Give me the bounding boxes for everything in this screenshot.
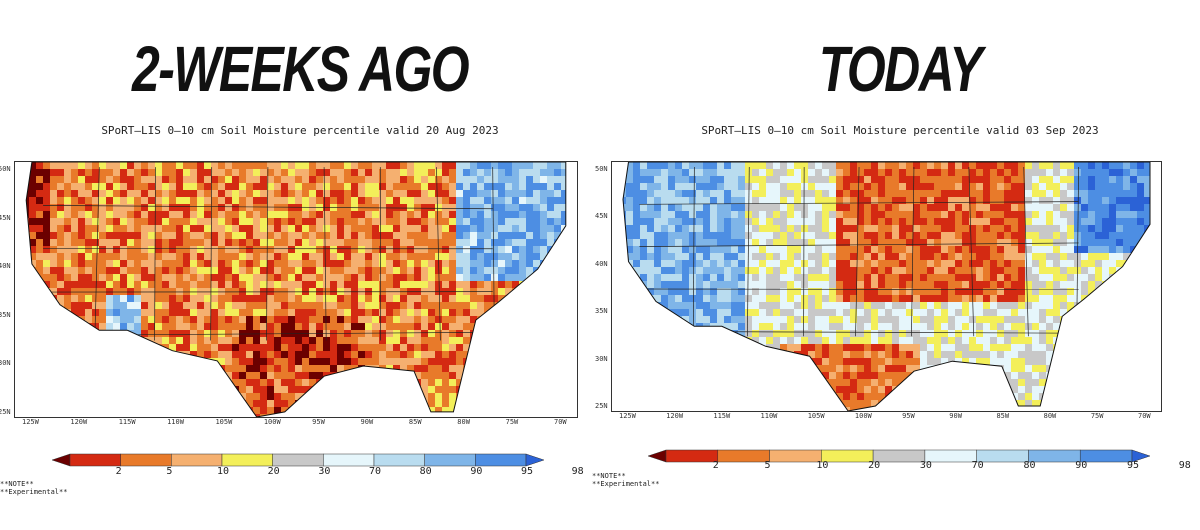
panel-two-weeks-ago: 2-WEEKS AGO SPoRT—LIS 0—10 cm Soil Moist… bbox=[0, 33, 584, 496]
colorbar-swatch bbox=[648, 449, 667, 463]
lon-label: 85W bbox=[996, 412, 1010, 420]
lon-label: 75W bbox=[1090, 412, 1104, 420]
colorbar-label: 98 bbox=[571, 466, 584, 477]
lat-label: 30N bbox=[0, 359, 11, 368]
lon-label: 100W bbox=[854, 412, 872, 420]
lon-label: 90W bbox=[949, 412, 962, 420]
colorbar-label: 10 bbox=[217, 466, 230, 477]
lon-label: 125W bbox=[22, 418, 39, 426]
soil-moisture-map bbox=[611, 161, 1162, 412]
lon-label: 110W bbox=[760, 412, 778, 420]
lon-label: 115W bbox=[118, 418, 136, 426]
colorbar-label: 5 bbox=[764, 460, 771, 471]
colorbar-swatch bbox=[323, 453, 375, 467]
lon-label: 100W bbox=[263, 418, 281, 426]
colorbar-swatch bbox=[69, 453, 121, 467]
colorbar-label: 5 bbox=[166, 466, 173, 477]
lon-label: 105W bbox=[807, 412, 825, 420]
note-block: **NOTE** **Experimental** bbox=[0, 480, 67, 496]
lat-label: 45N bbox=[595, 212, 608, 221]
colorbar-swatch bbox=[221, 453, 273, 467]
lat-label: 45N bbox=[0, 213, 11, 222]
lon-label: 95W bbox=[902, 412, 915, 420]
colorbar-swatch bbox=[1028, 449, 1081, 463]
lon-label: 125W bbox=[619, 412, 636, 420]
panel-heading: 2-WEEKS AGO bbox=[131, 33, 470, 105]
map-title: SPoRT—LIS 0—10 cm Soil Moisture percenti… bbox=[101, 124, 499, 137]
colorbar-swatch bbox=[872, 449, 926, 463]
colorbar-label: 95 bbox=[521, 466, 534, 477]
lat-label: 35N bbox=[595, 307, 608, 316]
lat-label: 50N bbox=[595, 165, 608, 173]
lon-label: 95W bbox=[312, 418, 325, 426]
lon-label: 115W bbox=[713, 412, 731, 420]
colorbar-label: 90 bbox=[470, 466, 483, 477]
colorbar-label: 30 bbox=[318, 466, 331, 477]
colorbar bbox=[52, 453, 544, 467]
colorbar-label: 2 bbox=[712, 460, 719, 471]
colorbar-swatch bbox=[976, 449, 1029, 463]
colorbar-label: 2 bbox=[115, 466, 122, 477]
colorbar-swatch bbox=[272, 453, 324, 467]
lat-label: 25N bbox=[595, 402, 608, 410]
lat-label: 30N bbox=[595, 354, 608, 363]
colorbar-label: 70 bbox=[369, 466, 382, 477]
colorbar-swatch bbox=[665, 449, 719, 463]
lat-label: 40N bbox=[0, 262, 11, 271]
lat-label: 50N bbox=[0, 165, 11, 173]
coastline bbox=[622, 162, 1151, 411]
colorbar-swatch bbox=[717, 449, 770, 463]
colorbar-swatch bbox=[1131, 449, 1150, 463]
colorbar-label: 10 bbox=[816, 460, 829, 471]
colorbar-swatch bbox=[821, 449, 874, 463]
colorbar-label: 95 bbox=[1127, 460, 1140, 471]
panel-heading: TODAY bbox=[818, 33, 983, 105]
lon-label: 90W bbox=[360, 418, 374, 426]
note-label: **NOTE** bbox=[0, 480, 34, 488]
colorbar-swatch bbox=[424, 453, 476, 467]
experimental-label: **Experimental** bbox=[592, 480, 660, 488]
lon-label: 120W bbox=[666, 412, 684, 420]
moisture-field bbox=[26, 162, 566, 417]
lon-label: 105W bbox=[215, 418, 233, 426]
colorbar-swatch bbox=[373, 453, 425, 467]
colorbar-swatch bbox=[1079, 449, 1133, 463]
colorbar bbox=[648, 449, 1150, 463]
map-canvas bbox=[622, 162, 1151, 411]
lat-label: 40N bbox=[595, 259, 608, 268]
lat-label: 25N bbox=[0, 408, 11, 416]
colorbar-swatch bbox=[52, 453, 71, 467]
lon-label: 80W bbox=[1043, 412, 1057, 420]
colorbar-label: 20 bbox=[267, 466, 280, 477]
colorbar-label: 70 bbox=[971, 460, 984, 471]
note-label: **NOTE** bbox=[592, 472, 626, 480]
colorbar-swatch bbox=[120, 453, 172, 467]
lon-label: 70W bbox=[554, 418, 567, 426]
colorbar-label: 30 bbox=[919, 460, 932, 471]
map-canvas bbox=[25, 162, 567, 417]
colorbar-swatch bbox=[171, 453, 223, 467]
colorbar-label: 90 bbox=[1075, 460, 1088, 471]
map-title: SPoRT—LIS 0—10 cm Soil Moisture percenti… bbox=[701, 124, 1099, 137]
experimental-label: **Experimental** bbox=[0, 488, 68, 496]
colorbar-label: 20 bbox=[868, 460, 881, 471]
colorbar-swatch bbox=[525, 453, 544, 467]
colorbar-swatch bbox=[475, 453, 527, 467]
lon-label: 75W bbox=[505, 418, 519, 426]
note-block: **NOTE** **Experimental** bbox=[592, 472, 659, 488]
lon-label: 80W bbox=[457, 418, 470, 426]
lon-label: 120W bbox=[70, 418, 88, 426]
lat-label: 35N bbox=[0, 310, 11, 319]
lon-label: 110W bbox=[167, 418, 184, 426]
coastline bbox=[25, 162, 567, 417]
lon-label: 70W bbox=[1138, 412, 1151, 420]
colorbar-swatch bbox=[924, 449, 977, 463]
colorbar-swatch bbox=[769, 449, 822, 463]
soil-moisture-map bbox=[14, 161, 578, 418]
panel-today: TODAY SPoRT—LIS 0—10 cm Soil Moisture pe… bbox=[592, 0, 1200, 530]
colorbar-label: 80 bbox=[419, 466, 432, 477]
lon-label: 85W bbox=[408, 418, 422, 426]
colorbar-label: 98 bbox=[1178, 460, 1191, 471]
colorbar-label: 80 bbox=[1023, 460, 1036, 471]
